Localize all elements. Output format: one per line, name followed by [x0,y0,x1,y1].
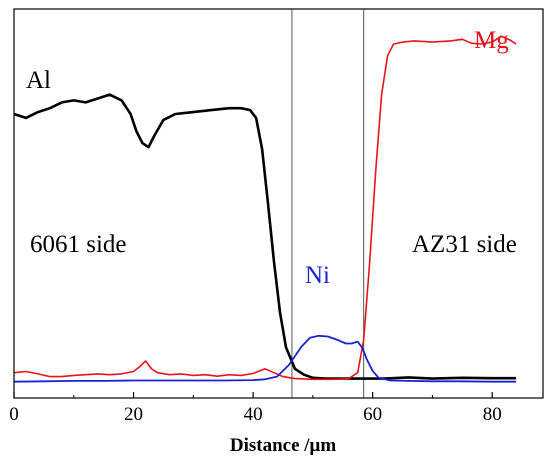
x-tick-label: 80 [483,404,502,425]
plot-area [291,9,365,398]
ni-annotation: Ni [305,262,330,289]
series-layer [13,35,517,383]
series-line-ni [13,334,517,383]
left-side-label: 6061 side [30,231,127,258]
x-axis-ticks: 0 20 40 60 80 [9,392,502,425]
series-line-al [13,93,517,380]
series-line-mg [13,35,517,381]
x-tick-label: 20 [124,404,143,425]
al-annotation: Al [26,67,51,94]
plot-frame [13,8,544,399]
x-tick-label: 0 [9,404,19,425]
x-tick-label: 60 [363,404,382,425]
x-tick-label: 40 [244,404,263,425]
x-axis-title: Distance /μm [230,435,336,456]
mg-annotation: Mg [474,27,509,54]
right-side-label: AZ31 side [412,231,517,258]
